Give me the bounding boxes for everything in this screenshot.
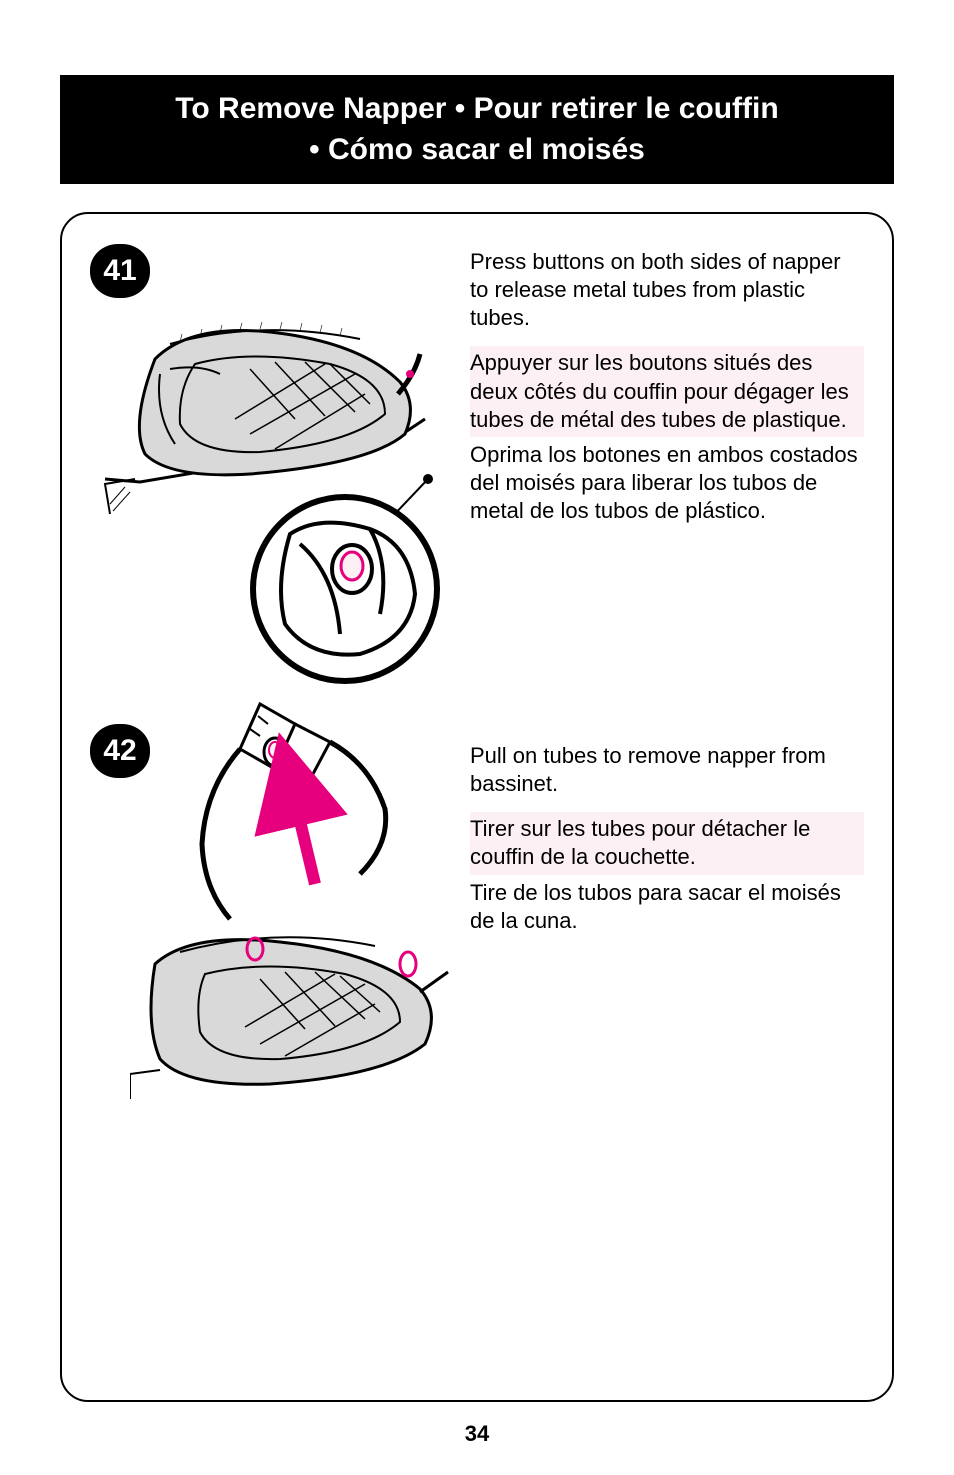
- step-badge-41: 41: [90, 244, 150, 298]
- title-line2: • Cómo sacar el moisés: [309, 133, 645, 166]
- text-41: Press buttons on both sides of napper to…: [470, 244, 864, 525]
- page-number: 34: [0, 1421, 954, 1447]
- step41-english: Press buttons on both sides of napper to…: [470, 248, 864, 332]
- step42-french: Tirer sur les tubes pour détacher le cou…: [470, 812, 864, 874]
- step42-english: Pull on tubes to remove napper from bass…: [470, 742, 864, 798]
- title-line1: To Remove Napper • Pour retirer le couff…: [175, 92, 778, 125]
- step-42: 42: [90, 694, 864, 1134]
- pull-tubes-icon: [130, 694, 450, 1114]
- step41-spanish: Oprima los botones en ambos costados del…: [470, 441, 864, 525]
- step-badge-42: 42: [90, 724, 150, 778]
- step-41: 41: [90, 244, 864, 684]
- step41-french: Appuyer sur les boutons situés des deux …: [470, 346, 864, 436]
- button-callout-icon: [240, 474, 450, 684]
- content-frame: 41: [60, 212, 894, 1402]
- section-title: To Remove Napper • Pour retirer le couff…: [60, 75, 894, 184]
- step42-spanish: Tire de los tubos para sacar el moisés d…: [470, 879, 864, 935]
- text-42: Pull on tubes to remove napper from bass…: [470, 694, 864, 935]
